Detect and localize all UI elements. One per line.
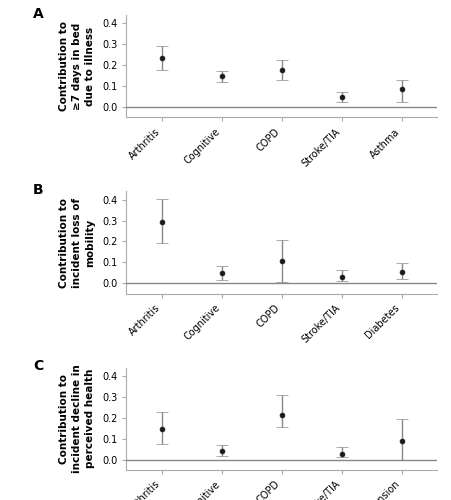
Y-axis label: Contribution to
incident loss of
mobility: Contribution to incident loss of mobilit… bbox=[59, 198, 95, 288]
Y-axis label: Contribution to
≥7 days in bed
due to illness: Contribution to ≥7 days in bed due to il… bbox=[59, 21, 95, 111]
Text: B: B bbox=[33, 183, 44, 197]
Text: A: A bbox=[33, 7, 44, 21]
Y-axis label: Contribution to
incident decline in
perceived health: Contribution to incident decline in perc… bbox=[59, 364, 95, 473]
Text: C: C bbox=[33, 360, 43, 374]
